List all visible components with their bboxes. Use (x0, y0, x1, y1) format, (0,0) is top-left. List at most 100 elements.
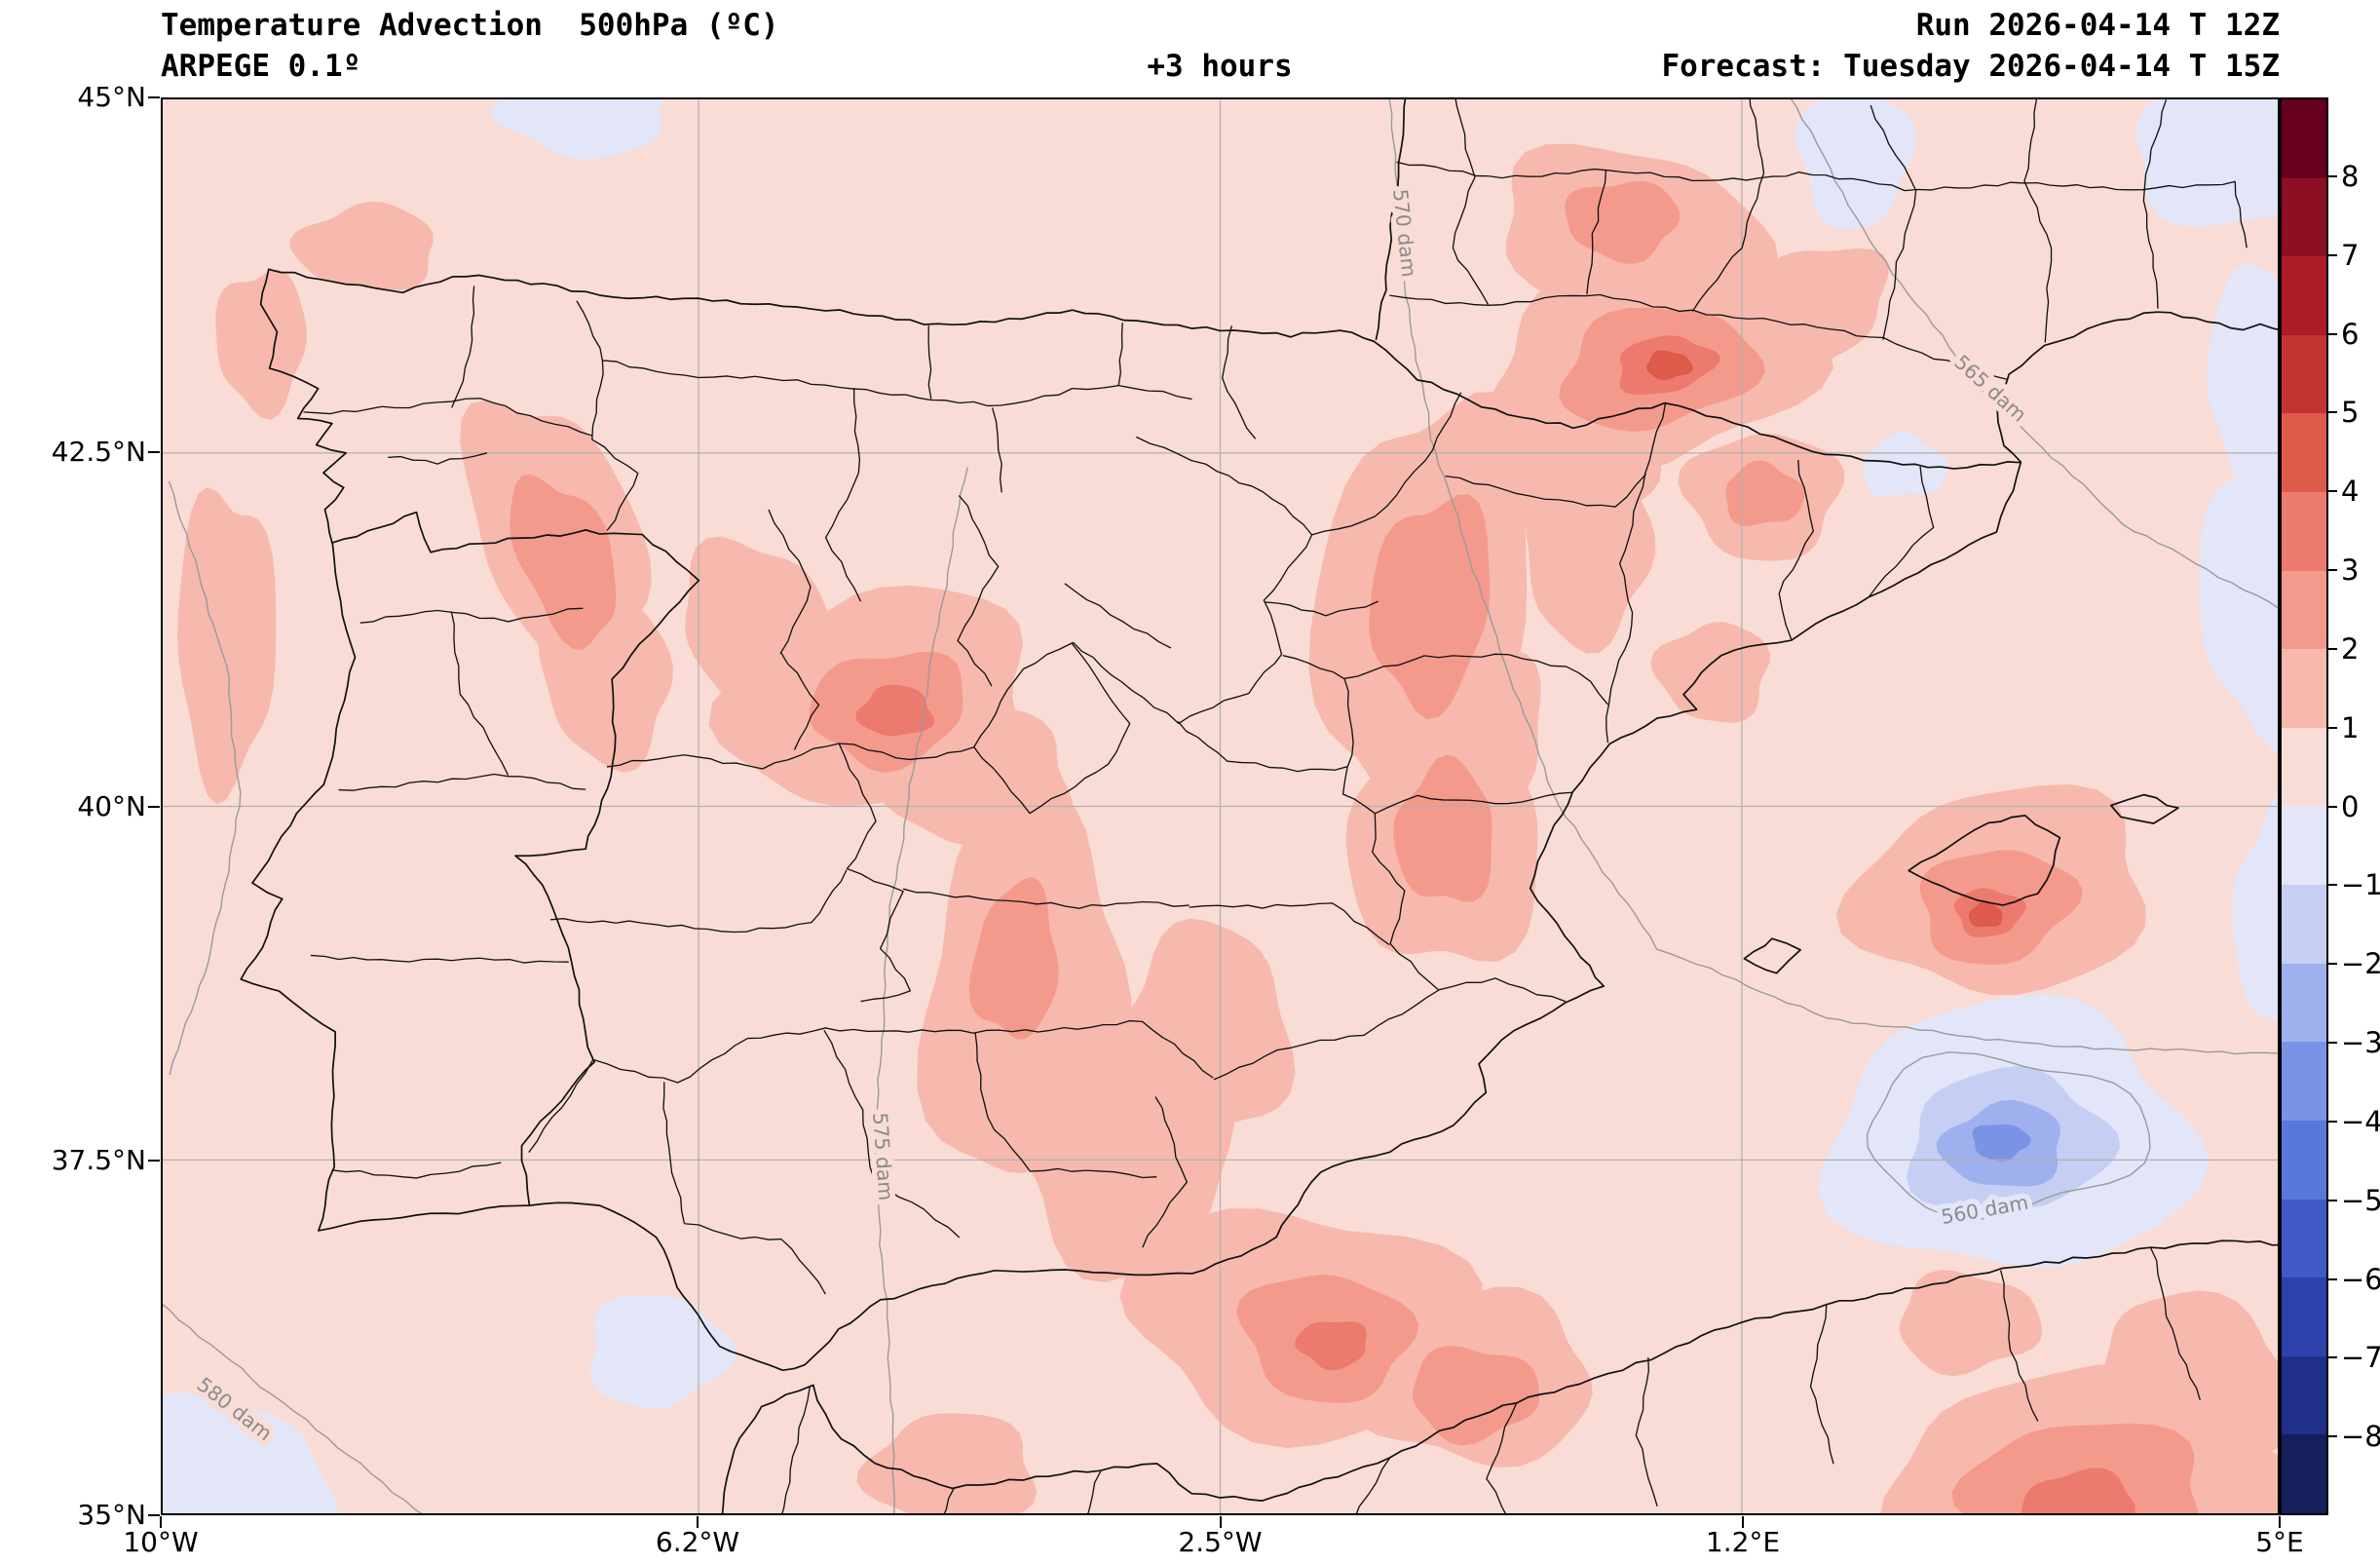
admin-boundary (943, 1488, 955, 1513)
advection-cell-p3 (510, 474, 617, 650)
admin-boundary (1371, 851, 1440, 991)
advection-cell-p2 (2097, 1290, 2278, 1463)
admin-boundary (957, 495, 1000, 687)
admin-boundary (991, 407, 1002, 493)
admin-boundary (528, 1019, 1214, 1154)
colorbar-tick-mark (2328, 490, 2337, 493)
admin-boundary (823, 1029, 876, 1182)
colorbar-tick-label: −1 (2341, 868, 2380, 902)
admin-boundary (781, 1386, 812, 1513)
lat-tick-mark (148, 450, 160, 453)
advection-cells (163, 99, 2278, 1513)
admin-boundary (1486, 1402, 1518, 1513)
admin-boundary (1142, 1096, 1188, 1248)
colorbar-tick-mark (2328, 726, 2337, 729)
advection-cell-p3 (1369, 494, 1491, 720)
colorbar-band (2282, 99, 2326, 178)
colorbar-tick-label: −2 (2341, 947, 2380, 981)
admin-boundary (2149, 1247, 2202, 1401)
colorbar-tick-label: −8 (2341, 1420, 2380, 1454)
advection-cell-p4 (1294, 1321, 1367, 1371)
lat-tick-label: 45°N (77, 81, 146, 113)
admin-boundary (1375, 791, 1573, 815)
advection-cell-p2 (215, 269, 307, 420)
colorbar-band (2282, 1120, 2326, 1200)
geopotential-contour-line (1866, 1051, 2151, 1221)
lat-tick-label: 35°N (77, 1499, 146, 1531)
lat-tick-label: 40°N (77, 789, 146, 822)
admin-boundary (1087, 1470, 1102, 1513)
colorbar-band (2282, 806, 2326, 886)
model-label: ARPEGE 0.1º (161, 49, 361, 84)
colorbar-tick-label: 3 (2341, 553, 2360, 587)
admin-boundary (1189, 902, 1390, 946)
geopotential-contours (163, 99, 2278, 1513)
lat-tick-label: 42.5°N (51, 435, 146, 468)
run-label: Run 2026-04-14 T 12Z (1915, 8, 2280, 43)
geopotential-contour-line (1388, 99, 2278, 1055)
advection-cell-p4 (855, 684, 935, 737)
colorbar-tick-label: 4 (2341, 475, 2360, 509)
advection-cell-m1 (163, 1392, 339, 1513)
coastline (240, 268, 2022, 1372)
colorbar-band (2282, 334, 2326, 414)
admin-boundary (1213, 989, 1440, 1081)
advection-cell-m1 (1794, 99, 1917, 230)
map-plot: 570 dam 565 dam 575 dam 560 dam 580 dam (161, 97, 2280, 1515)
admin-boundary (338, 773, 586, 791)
colorbar-tick-mark (2328, 411, 2337, 414)
advection-cell-p2 (856, 1413, 1038, 1513)
colorbar-tick-mark (2328, 1356, 2337, 1359)
admin-boundary (1389, 293, 2008, 380)
admin-boundary (1691, 99, 1765, 312)
geopotential-contour-line (1790, 99, 2278, 609)
admin-boundary (1064, 583, 1172, 649)
admin-boundary (974, 1032, 1157, 1179)
admin-boundary (768, 509, 812, 655)
coastline (1743, 937, 1802, 974)
lon-tick-mark (2279, 1516, 2281, 1528)
advection-cell-m4 (1972, 1124, 2031, 1162)
colorbar-band (2282, 649, 2326, 728)
colorbar-tick-mark (2328, 884, 2337, 887)
colorbar-band (2282, 1199, 2326, 1278)
admin-boundary (1117, 323, 1123, 386)
lon-tick-mark (160, 1516, 162, 1528)
coastline (1908, 815, 2061, 906)
admin-boundary (1311, 392, 1462, 536)
admin-boundary (2000, 1270, 2039, 1422)
admin-boundary (1282, 655, 1377, 853)
colorbar-tick-mark (2328, 253, 2337, 256)
coastline (2109, 793, 2179, 824)
colorbar-tick-label: 8 (2341, 159, 2360, 193)
admin-boundary (388, 452, 488, 465)
advection-cell-p3 (1951, 1423, 2199, 1513)
admin-boundary (902, 888, 1190, 909)
admin-boundary (662, 1082, 686, 1224)
lon-tick-mark (1219, 1516, 1222, 1528)
advection-cell-p2 (1524, 466, 1656, 654)
admin-boundary (549, 869, 848, 934)
colorbar-tick-label: 0 (2341, 789, 2360, 823)
colorbar-tick-mark (2328, 647, 2337, 650)
admin-boundary (684, 1223, 826, 1295)
admin-boundary (1586, 170, 1607, 295)
lon-tick-label: 10°W (123, 1526, 199, 1558)
admin-boundary (310, 954, 569, 964)
colorbar-tick-label: 5 (2341, 396, 2360, 430)
colorbar-band (2282, 1277, 2326, 1356)
advection-cell-p2 (1650, 622, 1771, 723)
admin-boundary (1452, 99, 1490, 305)
colorbar-tick-mark (2328, 332, 2337, 335)
admin-boundary (1343, 653, 1609, 705)
coastlines-borders (240, 99, 2278, 1513)
advection-cell-p3 (1565, 180, 1681, 265)
colorbar-band (2282, 885, 2326, 964)
admin-boundary (1396, 161, 2236, 192)
admin-boundary (1135, 436, 1313, 536)
geopotential-contour-line (168, 480, 242, 1076)
colorbar-band (2282, 1434, 2326, 1513)
lat-tick-label: 37.5°N (51, 1144, 146, 1177)
colorbar-tick-mark (2328, 1120, 2337, 1123)
